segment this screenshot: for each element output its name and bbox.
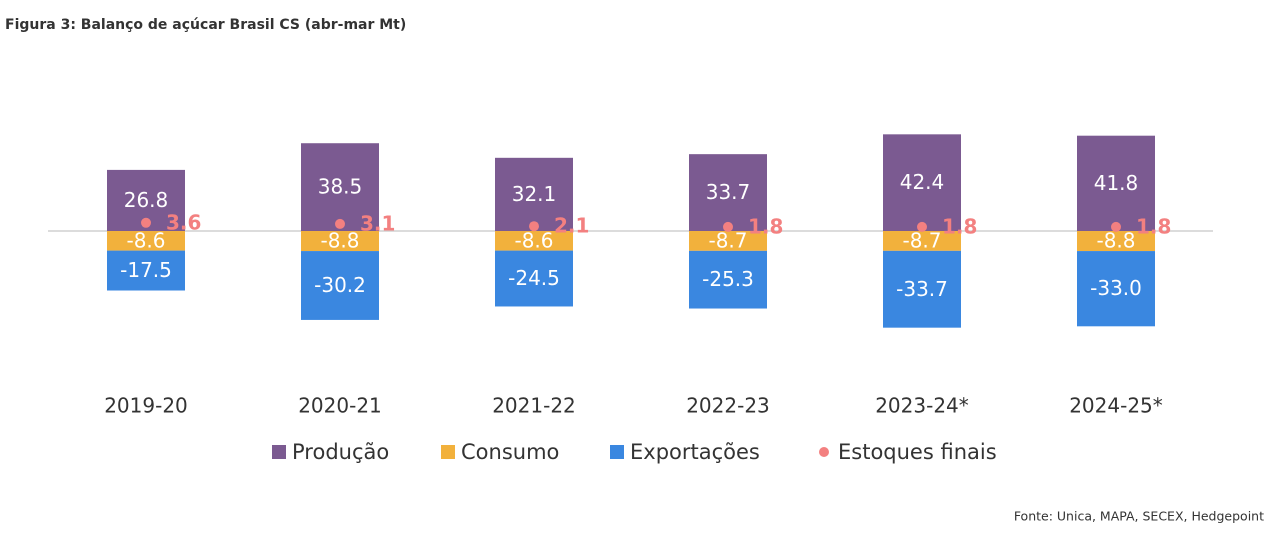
bar [301, 231, 379, 252]
source: Fonte: Unica, MAPA, SECEX, Hedgepoint [1014, 509, 1264, 524]
point [723, 221, 733, 232]
point [917, 221, 927, 232]
bar [495, 250, 573, 307]
bar [107, 250, 185, 291]
chart-title: Figura 3: Balanço de açúcar Brasil CS (a… [5, 17, 406, 33]
value-label: 2.1 [554, 214, 589, 238]
x-tick-label: 2023-24* [875, 394, 969, 418]
value-label: -24.5 [508, 266, 560, 290]
bar [495, 157, 573, 231]
value-label: 38.5 [318, 175, 363, 199]
bar [301, 143, 379, 231]
value-label: -8.6 [126, 228, 165, 252]
bar [495, 231, 573, 251]
bar [883, 134, 961, 231]
bar [301, 251, 379, 320]
value-label: 33.7 [706, 180, 751, 204]
bar [1077, 135, 1155, 231]
x-tick-label: 2021-22 [492, 394, 576, 418]
value-label: -33.7 [896, 277, 948, 301]
value-label: 1.8 [748, 214, 783, 238]
value-label: 3.6 [166, 210, 201, 234]
point [529, 221, 539, 232]
bar [1077, 251, 1155, 327]
bar [883, 250, 961, 328]
point [1111, 221, 1121, 232]
legend-label: Exportações [630, 440, 760, 464]
legend-marker [272, 445, 286, 459]
value-label: -8.6 [514, 228, 553, 252]
value-label: -8.7 [902, 228, 941, 252]
legend-marker [819, 447, 829, 457]
value-label: 26.8 [124, 188, 169, 212]
x-tick-label: 2024-25* [1069, 394, 1163, 418]
x-tick-label: 2020-21 [298, 394, 382, 418]
point [335, 218, 345, 229]
value-label: 1.8 [942, 214, 977, 238]
legend-label: Produção [292, 440, 389, 464]
value-label: 1.8 [1136, 214, 1171, 238]
value-label: -30.2 [314, 273, 366, 297]
value-label: -25.3 [702, 267, 754, 291]
value-label: -8.8 [1096, 229, 1135, 253]
legend-label: Consumo [461, 440, 559, 464]
bar [689, 154, 767, 231]
legend-marker [441, 445, 455, 459]
legend-marker [610, 445, 624, 459]
value-label: -8.8 [320, 229, 359, 253]
bar [689, 231, 767, 251]
value-label: 41.8 [1094, 171, 1139, 195]
legend-label: Estoques finais [838, 440, 997, 464]
bar [1077, 231, 1155, 252]
bar [107, 231, 185, 251]
bar [883, 231, 961, 251]
x-tick-label: 2019-20 [104, 394, 188, 418]
value-label: -17.5 [120, 258, 172, 282]
value-label: 42.4 [900, 170, 945, 194]
point [141, 217, 151, 228]
value-label: -8.7 [708, 228, 747, 252]
value-label: 3.1 [360, 211, 395, 235]
x-tick-label: 2022-23 [686, 394, 770, 418]
bar [689, 250, 767, 309]
value-label: -33.0 [1090, 276, 1142, 300]
value-label: 32.1 [512, 182, 557, 206]
